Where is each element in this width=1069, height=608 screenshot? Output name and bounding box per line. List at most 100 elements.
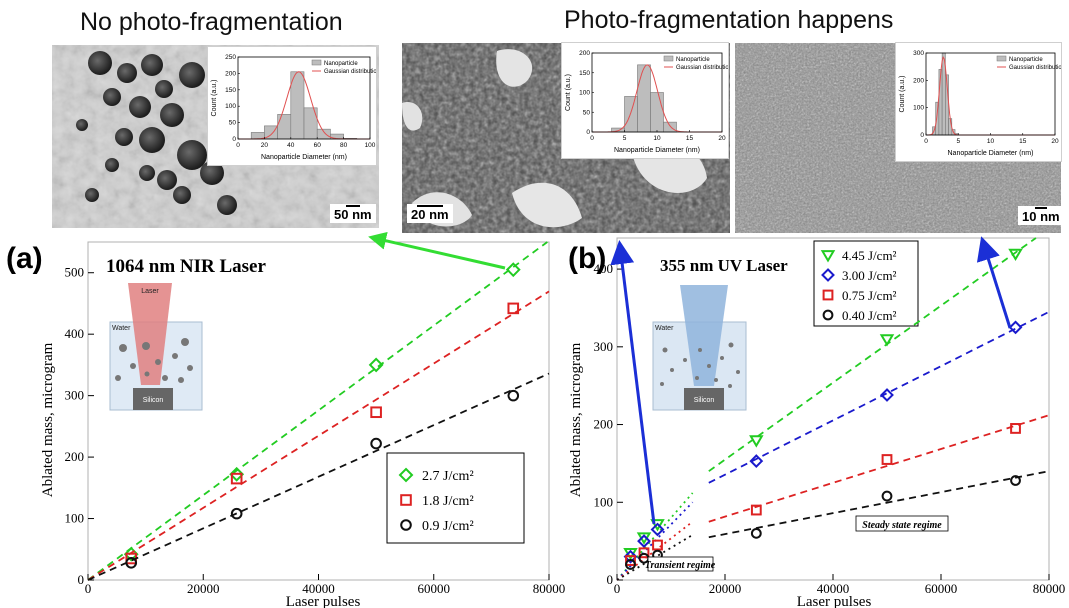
nanoparticle-blob <box>179 62 205 88</box>
data-point-square <box>507 302 520 315</box>
panel-a-y-tick-label: 200 <box>65 449 85 464</box>
nanoparticle-blob <box>85 188 99 202</box>
histogram-legend-swatch-bar <box>311 59 322 66</box>
panel-a-y-tick-label: 400 <box>65 326 85 341</box>
data-point-diamond <box>637 534 651 549</box>
transient-regime-label: Transient regime <box>645 560 716 571</box>
data-point-square <box>230 472 243 485</box>
histogram-x-tick-label: 20 <box>1051 138 1059 145</box>
histogram-y-tick-label: 0 <box>232 136 236 143</box>
nanoparticle-blob <box>105 158 119 172</box>
nanoparticle-blob <box>103 88 121 106</box>
histogram-x-tick-label: 100 <box>365 142 376 149</box>
data-point-triangle <box>749 435 764 448</box>
histogram-x-tick-label: 15 <box>1019 138 1027 145</box>
panel-b-schematic: Water Silicon <box>652 285 747 411</box>
histogram-y-tick-label: 100 <box>579 90 590 97</box>
data-point-circle <box>625 559 636 570</box>
scale-bar-2: 20 nm <box>407 204 453 223</box>
scale-bar-1: 50 nm <box>330 204 376 223</box>
nanoparticle-blob <box>76 119 88 131</box>
data-point-circle <box>750 527 762 539</box>
data-point-diamond <box>821 268 835 282</box>
histogram-legend-line-label: Gaussian distribution <box>1009 65 1061 71</box>
histogram-x-tick-label: 0 <box>590 135 594 142</box>
transient-regime-annotation: Transient regime <box>645 556 716 572</box>
panel-a-legend-label: 0.9 J/cm² <box>422 519 474 534</box>
panel-b-legend-label: 0.40 J/cm² <box>842 308 897 323</box>
schematic-a-silicon-label: Silicon <box>143 397 164 404</box>
panel-a-legend-label: 1.8 J/cm² <box>422 494 474 509</box>
heading-no-fragmentation: No photo-fragmentation <box>80 8 343 36</box>
histogram-y-tick-label: 200 <box>579 50 590 57</box>
panel-b: (b) 355 nm UV Laser Ablated mass, microg… <box>568 237 1066 608</box>
data-point-diamond <box>368 357 384 373</box>
nanoparticle-blob <box>139 127 165 153</box>
histogram-y-tick-label: 50 <box>229 120 237 127</box>
scale-bar-3: 10 nm <box>1018 206 1064 225</box>
panel-a-y-tick-label: 0 <box>78 572 85 587</box>
panel-b-title: 355 nm UV Laser <box>660 256 788 275</box>
panel-b-label: (b) <box>568 242 606 275</box>
schematic-a-water-label: Water <box>112 325 131 332</box>
histogram-y-tick-label: 100 <box>913 105 924 112</box>
histogram-frame <box>237 56 371 140</box>
histogram-ylabel: Count (a.u.) <box>211 80 218 117</box>
histogram-x-tick-label: 10 <box>653 135 661 142</box>
histogram-legend-bar-label: Nanoparticle <box>676 57 710 63</box>
scale-bar-2-label: 20 nm <box>411 207 449 222</box>
data-point-circle <box>370 437 382 450</box>
panel-a-y-tick-label: 100 <box>65 511 85 526</box>
histogram-x-tick-label: 20 <box>718 135 726 142</box>
data-point-diamond <box>880 388 894 402</box>
data-point-square <box>370 406 382 419</box>
histogram-x-tick-label: 80 <box>340 142 348 149</box>
data-point-square <box>881 454 893 465</box>
silicon-substrate-b <box>684 388 724 410</box>
panel-b-legend-label: 0.75 J/cm² <box>842 288 897 303</box>
panel-b-transient-fit <box>616 534 694 581</box>
histogram-inset-3: 0 5 10 15 20 0 100 200 300 Nanoparticle Diameter … <box>895 42 1065 162</box>
histogram-y-tick-label: 300 <box>913 50 924 57</box>
panel-b-steady-fit <box>708 470 1050 539</box>
histogram-ylabel: Count (a.u.) <box>899 76 906 113</box>
histogram-y-tick-label: 200 <box>225 70 236 77</box>
silicon-substrate <box>133 388 173 410</box>
histogram-y-tick-label: 150 <box>225 87 236 94</box>
nanoparticle-blob <box>155 80 173 98</box>
panel-a-fit-line <box>87 372 550 581</box>
histogram-xlabel: Nanoparticle Diameter (nm) <box>614 147 700 154</box>
panel-b-x-tick-label: 80000 <box>1033 581 1066 596</box>
histogram-y-tick-label: 200 <box>913 77 924 84</box>
histogram-1: 0 20 40 60 80 100 0 50 100 150 200 250 Nanoparticle … <box>211 54 380 161</box>
scale-bar-1-label: 50 nm <box>334 207 372 222</box>
panel-b-transient-fit <box>616 520 694 581</box>
nanoparticle-blob <box>88 51 112 75</box>
panel-a-x-tick-label: 0 <box>85 581 92 596</box>
histogram-y-tick-label: 50 <box>583 109 591 116</box>
histogram-x-tick-label: 60 <box>314 142 322 149</box>
histogram-x-tick-label: 0 <box>236 142 240 149</box>
histogram-x-tick-label: 5 <box>956 138 960 145</box>
histogram-x-tick-label: 0 <box>924 138 928 145</box>
blue-arrow-left <box>610 240 656 525</box>
panel-a-schematic: Laser Water Silicon <box>109 283 203 411</box>
data-point-square <box>750 504 762 516</box>
histogram-x-tick-label: 10 <box>987 138 995 145</box>
histogram-legend-bar-label: Nanoparticle <box>1009 57 1043 63</box>
steady-state-annotation: Steady state regime <box>855 515 949 532</box>
data-point-circle <box>125 556 138 569</box>
panel-a-legend-label: 2.7 J/cm² <box>422 469 474 484</box>
panel-a-title: 1064 nm NIR Laser <box>106 256 266 277</box>
histogram-legend-line-label: Gaussian distribution <box>676 65 728 71</box>
histogram-x-tick-label: 5 <box>623 135 627 142</box>
panel-a-x-tick-label: 20000 <box>187 581 220 596</box>
data-point-square <box>1010 423 1021 434</box>
panel-a-ylabel: Ablated mass, microgram <box>40 342 56 497</box>
panel-b-y-tick-label: 400 <box>594 261 614 276</box>
data-point-square <box>625 555 636 566</box>
histogram-legend-swatch-bar <box>996 55 1007 62</box>
blue-arrow-right <box>976 236 1012 329</box>
